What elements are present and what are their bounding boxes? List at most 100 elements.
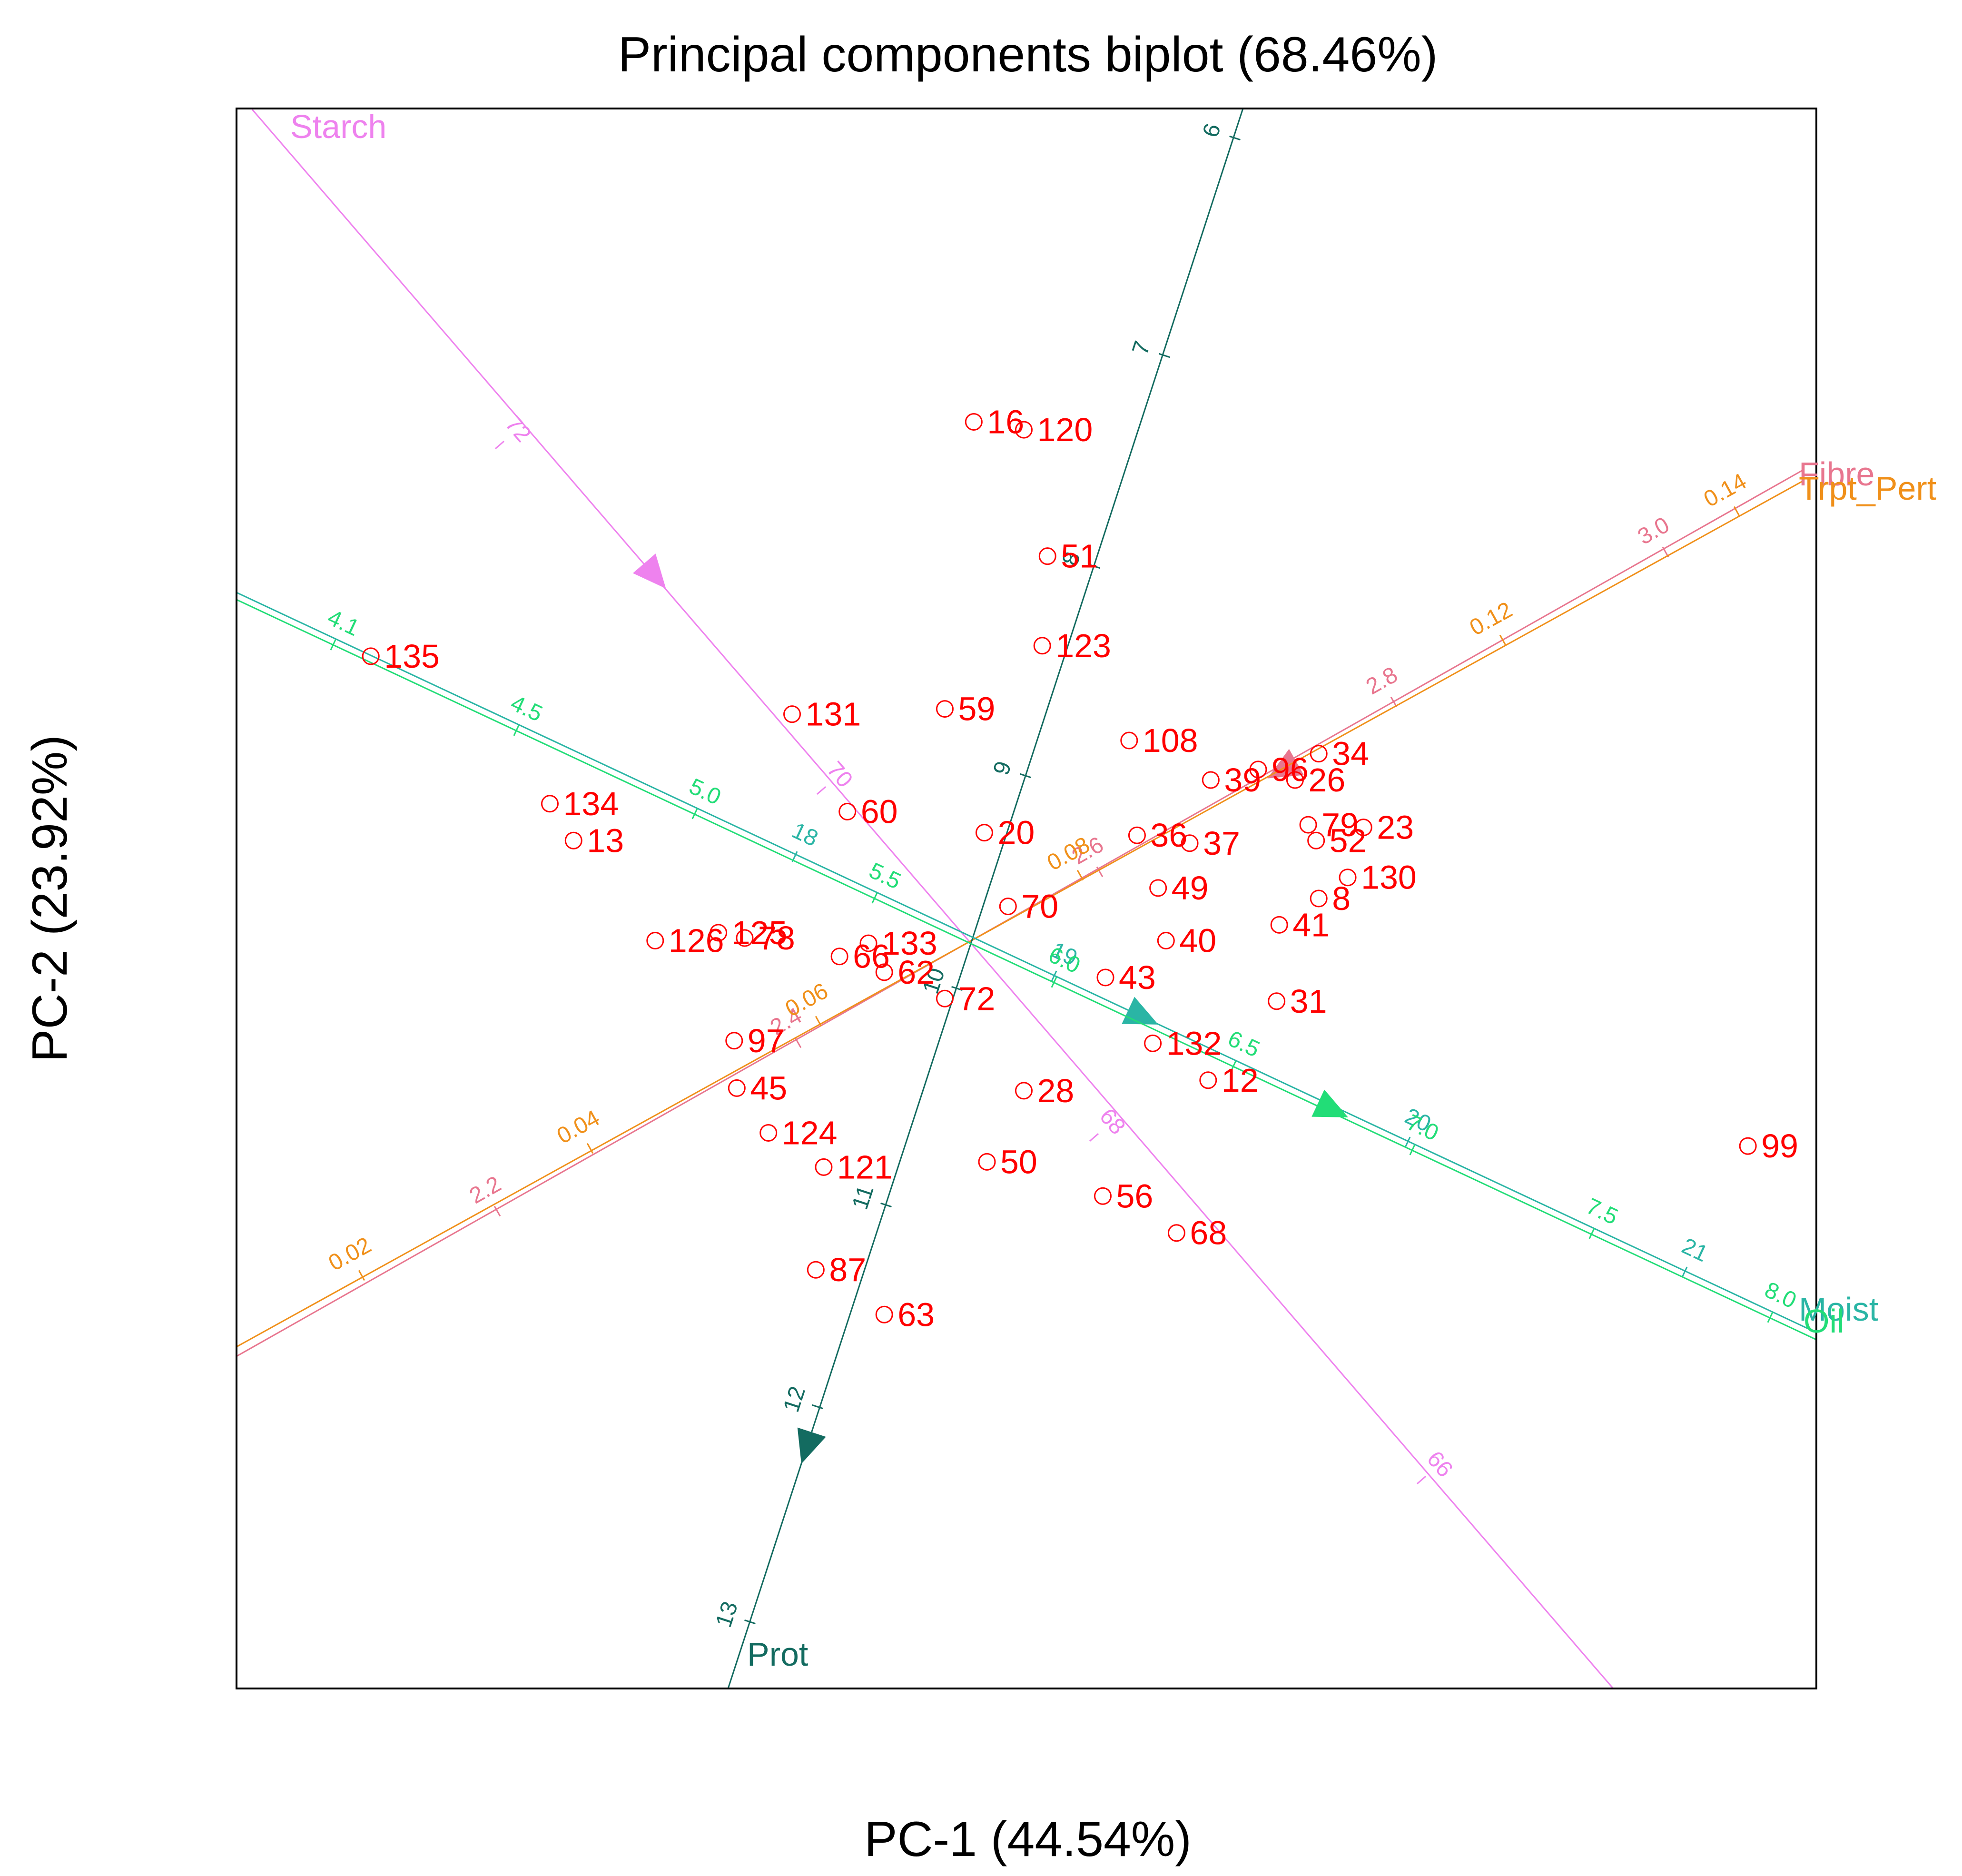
sample-point: 68 xyxy=(1167,1214,1227,1252)
point-marker xyxy=(541,795,559,813)
tick-label-prot: 7 xyxy=(1127,338,1155,358)
sample-point: 130 xyxy=(1339,859,1417,896)
point-label: 72 xyxy=(958,980,995,1017)
point-marker xyxy=(728,1079,746,1097)
sample-point: 31 xyxy=(1268,983,1327,1020)
sample-point: 41 xyxy=(1270,906,1330,943)
point-label: 12 xyxy=(1222,1062,1259,1099)
point-marker xyxy=(936,989,954,1007)
point-marker xyxy=(1181,834,1199,852)
point-marker xyxy=(1202,771,1220,789)
sample-point: 132 xyxy=(1144,1025,1222,1062)
sample-point: 63 xyxy=(875,1296,935,1333)
point-marker xyxy=(1096,968,1114,987)
tick-mark-oil xyxy=(1767,1312,1774,1323)
tick-mark-trpt-pert xyxy=(1499,634,1507,646)
tick-label-starch: 72 xyxy=(500,411,536,447)
tick-mark-oil xyxy=(871,892,878,904)
point-marker xyxy=(807,1261,825,1279)
variable-label-trpt-pert: Trpt_Pert xyxy=(1799,470,1936,507)
point-label: 16 xyxy=(987,403,1024,440)
tick-mark-moist xyxy=(1051,970,1057,982)
tick-mark-oil xyxy=(1588,1228,1595,1239)
point-marker xyxy=(1249,760,1267,779)
point-marker xyxy=(1739,1137,1757,1155)
sample-point: 8 xyxy=(1310,880,1351,917)
tick-mark-oil xyxy=(1051,977,1057,988)
y-axis-title: PC-2 (23.92%) xyxy=(22,735,78,1062)
point-marker xyxy=(965,413,983,431)
point-marker xyxy=(1310,745,1328,763)
point-marker xyxy=(978,1153,996,1171)
sample-point: 34 xyxy=(1310,735,1369,772)
tick-mark-prot xyxy=(1020,773,1031,779)
point-label: 50 xyxy=(1000,1143,1037,1180)
arrow-moist xyxy=(1122,997,1159,1025)
tick-mark-fibre xyxy=(1096,866,1104,878)
tick-mark-prot xyxy=(812,1404,823,1410)
point-label: 132 xyxy=(1166,1025,1222,1062)
point-marker xyxy=(710,924,728,942)
point-label: 121 xyxy=(837,1148,893,1185)
sample-point: 45 xyxy=(728,1069,787,1106)
tick-mark-oil xyxy=(513,725,520,736)
point-label: 49 xyxy=(1172,869,1209,907)
tick-mark-fibre xyxy=(1390,696,1398,708)
sample-point: 20 xyxy=(975,814,1035,851)
tick-label-trpt-pert: 0.12 xyxy=(1466,597,1517,641)
sample-point: 66 xyxy=(830,938,890,975)
tick-mark-prot xyxy=(1159,353,1170,358)
variable-label-fibre: Fibre xyxy=(1799,455,1874,493)
sample-point: 62 xyxy=(875,954,935,991)
point-label: 79 xyxy=(1321,806,1359,843)
variable-label-moist: Moist xyxy=(1799,1291,1878,1328)
point-label: 62 xyxy=(897,954,935,991)
tick-label-oil: 5.5 xyxy=(865,858,905,894)
point-label: 20 xyxy=(997,814,1035,851)
point-marker xyxy=(1038,547,1056,565)
sample-point: 13 xyxy=(564,822,624,859)
point-marker xyxy=(1149,879,1167,897)
sample-point: 52 xyxy=(1307,822,1367,859)
point-label: 39 xyxy=(1224,761,1261,799)
axis-line-prot xyxy=(727,109,1244,1688)
point-marker xyxy=(1033,637,1051,655)
point-label: 13 xyxy=(587,822,624,859)
sample-point: 28 xyxy=(1015,1072,1074,1109)
sample-point: 50 xyxy=(978,1143,1037,1180)
point-label: 66 xyxy=(853,938,890,975)
sample-point: 108 xyxy=(1120,722,1198,759)
point-marker xyxy=(1307,831,1325,849)
point-marker xyxy=(1354,819,1372,837)
point-marker xyxy=(838,802,857,820)
sample-point: 121 xyxy=(815,1148,893,1185)
point-label: 124 xyxy=(782,1114,838,1151)
sample-point: 134 xyxy=(541,785,619,822)
tick-mark-moist xyxy=(1404,1136,1411,1148)
arrow-fibre xyxy=(1267,749,1304,779)
variable-label-prot: Prot xyxy=(747,1636,808,1673)
point-marker xyxy=(875,1305,893,1323)
sample-point: 120 xyxy=(1015,411,1093,448)
tick-label-trpt-pert: 0.02 xyxy=(325,1233,375,1276)
point-marker xyxy=(1286,771,1304,789)
sample-point: 79 xyxy=(1299,806,1359,843)
tick-mark-trpt-pert xyxy=(1733,506,1741,517)
tick-mark-trpt-pert xyxy=(358,1270,365,1281)
point-label: 133 xyxy=(882,925,937,962)
point-marker xyxy=(736,929,754,947)
point-marker xyxy=(646,932,664,950)
sample-point: 16 xyxy=(965,403,1024,440)
tick-mark-prot xyxy=(744,1619,756,1625)
tick-label-fibre: 2.8 xyxy=(1362,662,1402,700)
tick-mark-fibre xyxy=(493,1205,501,1217)
tick-label-oil: 5.0 xyxy=(685,774,725,810)
tick-mark-prot xyxy=(1229,135,1241,141)
sample-point: 59 xyxy=(936,691,995,728)
point-label: 87 xyxy=(829,1251,866,1288)
tick-mark-starch xyxy=(494,441,505,449)
point-label: 99 xyxy=(1761,1127,1798,1165)
point-marker xyxy=(875,963,893,981)
point-label: 34 xyxy=(1332,735,1369,772)
